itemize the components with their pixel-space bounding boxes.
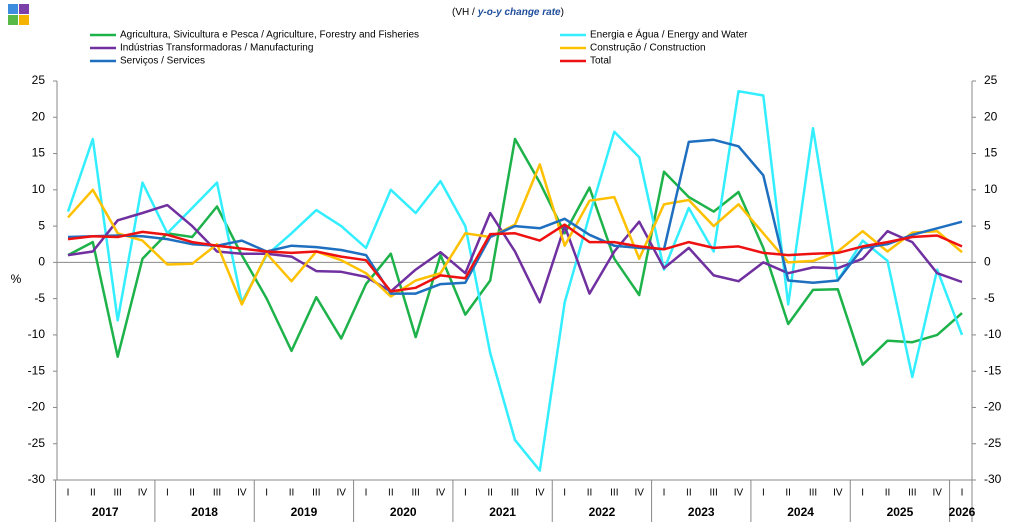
x-tick-label: III (511, 488, 519, 499)
y2-tick-label: -20 (984, 400, 1002, 414)
x-tick-label: IV (833, 488, 843, 499)
title-start: (VH / (452, 7, 475, 18)
y-tick-label: -30 (28, 472, 46, 486)
year-label: 2018 (191, 505, 218, 519)
series-line (67, 223, 963, 293)
year-label: 2019 (291, 505, 318, 519)
x-tick-label: I (166, 488, 169, 499)
x-tick-label: IV (237, 488, 247, 499)
x-tick-label: II (388, 488, 394, 499)
y-tick-label: 0 (38, 255, 45, 269)
legend-label: Indústrias Transformadoras / Manufacturi… (120, 43, 313, 54)
y-tick-label: -25 (28, 436, 46, 450)
series-line (67, 203, 963, 304)
x-tick-label: II (587, 488, 593, 499)
year-label: 2023 (688, 505, 715, 519)
x-tick-label: I (265, 488, 268, 499)
year-label: 2020 (390, 505, 417, 519)
x-tick-label: III (709, 488, 717, 499)
y-tick-label: 15 (32, 146, 46, 160)
y2-tick-label: 25 (984, 73, 998, 87)
legend-label: Energia e Água / Energy and Water (590, 28, 748, 41)
y-tick-label: -5 (34, 291, 45, 305)
x-tick-label: III (610, 488, 618, 499)
x-tick-label: III (908, 488, 916, 499)
title-emphasis: y-o-y change rate (477, 7, 561, 18)
y-tick-label: 10 (32, 182, 46, 196)
y-tick-label: 5 (38, 218, 45, 232)
y2-tick-label: 20 (984, 109, 998, 123)
x-tick-label: I (365, 488, 368, 499)
y-tick-label: 25 (32, 73, 46, 87)
title-end: ) (561, 7, 564, 18)
legend-label: Construção / Construction (590, 43, 706, 54)
x-tick-label: III (411, 488, 419, 499)
year-label: 2025 (887, 505, 914, 519)
y-axis-label: % (11, 272, 22, 286)
x-tick-label: II (90, 488, 96, 499)
chart-title: (VH / y-o-y change rate) (452, 7, 564, 18)
series-line (66, 89, 964, 472)
y2-tick-label: 10 (984, 182, 998, 196)
x-tick-label: III (113, 488, 121, 499)
x-tick-label: III (809, 488, 817, 499)
series-line (67, 163, 963, 306)
x-tick-label: I (563, 488, 566, 499)
x-tick-label: I (464, 488, 467, 499)
x-tick-label: IV (932, 488, 942, 499)
x-tick-label: IV (436, 488, 446, 499)
y-tick-label: -15 (28, 363, 46, 377)
y2-tick-label: -10 (984, 327, 1002, 341)
y-tick-label: -20 (28, 400, 46, 414)
x-tick-label: I (961, 488, 964, 499)
year-label: 2026 (949, 505, 976, 519)
x-tick-label: II (686, 488, 692, 499)
x-tick-label: IV (634, 488, 644, 499)
legend-label: Serviços / Services (120, 56, 205, 67)
x-tick-label: I (67, 488, 70, 499)
y2-tick-label: -30 (984, 472, 1002, 486)
y-tick-label: 20 (32, 109, 46, 123)
y2-tick-label: 15 (984, 146, 998, 160)
y-tick-label: -10 (28, 327, 46, 341)
legend-label: Total (590, 56, 611, 67)
x-tick-label: III (312, 488, 320, 499)
y2-tick-label: 5 (984, 218, 991, 232)
x-tick-label: I (663, 488, 666, 499)
year-label: 2024 (787, 505, 814, 519)
series-line (67, 137, 963, 366)
logo (8, 4, 29, 25)
year-label: 2017 (92, 505, 119, 519)
x-tick-label: II (487, 488, 493, 499)
y2-tick-label: -15 (984, 363, 1002, 377)
y2-tick-label: -25 (984, 436, 1002, 450)
x-tick-label: IV (336, 488, 346, 499)
x-tick-label: I (762, 488, 765, 499)
x-tick-label: IV (535, 488, 545, 499)
x-tick-label: III (213, 488, 221, 499)
x-tick-label: IV (138, 488, 148, 499)
x-tick-label: II (785, 488, 791, 499)
y2-tick-label: -5 (984, 291, 995, 305)
y2-tick-label: 0 (984, 255, 991, 269)
year-label: 2022 (589, 505, 616, 519)
x-tick-label: I (861, 488, 864, 499)
legend-label: Agricultura, Sivicultura e Pesca / Agric… (120, 30, 419, 41)
x-tick-label: II (885, 488, 891, 499)
year-label: 2021 (489, 505, 516, 519)
x-tick-label: II (189, 488, 195, 499)
x-tick-label: IV (734, 488, 744, 499)
x-tick-label: II (289, 488, 295, 499)
